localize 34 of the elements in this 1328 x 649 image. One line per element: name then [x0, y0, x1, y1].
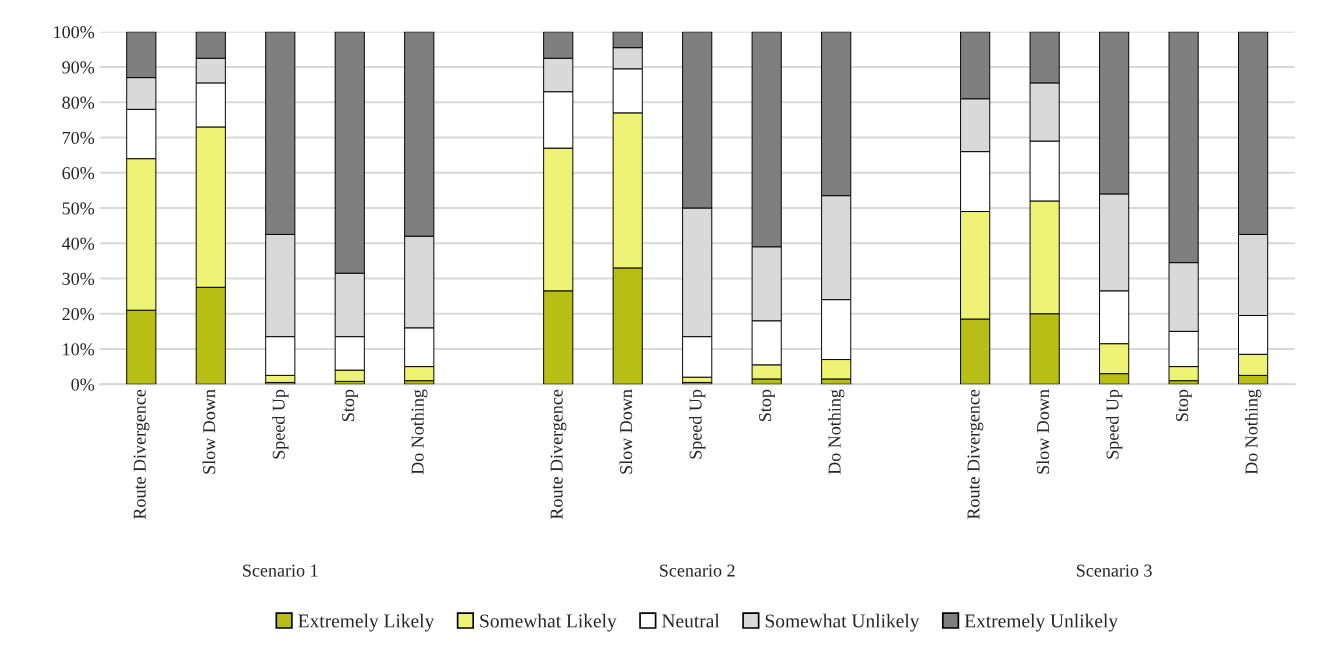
legend-label: Neutral	[662, 613, 720, 628]
legend-label: Somewhat Unlikely	[765, 613, 920, 632]
y-tick-label: 20%	[62, 307, 95, 321]
y-tick-label: 100%	[54, 26, 95, 39]
y-tick-label: 30%	[62, 272, 95, 285]
y-tick-label: 80%	[62, 96, 95, 109]
x-tick-label: Speed Up	[272, 389, 289, 459]
x-tick-label: Speed Up	[689, 389, 706, 459]
x-tick-label: Route Divergence	[967, 389, 984, 520]
x-tick-label: Slow Down	[202, 389, 216, 474]
text: Scenario 3	[1076, 564, 1152, 577]
text: Scenario 2	[660, 564, 735, 577]
text: Scenario 1	[243, 564, 318, 577]
y-tick-label: 70%	[62, 131, 95, 145]
legend-label: Somewhat Likely	[480, 613, 617, 632]
x-tick-label: Do Nothing	[411, 389, 428, 475]
y-tick-label: 60%	[62, 167, 95, 180]
x-tick-label: Speed Up	[1105, 389, 1123, 459]
y-tick-label: 0%	[71, 378, 95, 391]
x-tick-label: Stop	[1176, 389, 1192, 421]
y-tick-label: 90%	[62, 61, 95, 74]
legend-label: Extremely Unlikely	[964, 613, 1119, 632]
x-tick-label: Slow Down	[619, 389, 633, 474]
x-tick-label: Route Divergence	[550, 389, 567, 520]
x-tick-label: Do Nothing	[827, 389, 845, 475]
y-tick-label: 50%	[62, 202, 95, 215]
legend-label: Extremely Likely	[298, 613, 435, 632]
y-tick-label: 10%	[63, 343, 95, 356]
y-tick-label: 40%	[62, 237, 95, 250]
x-tick-label: Stop	[342, 389, 358, 421]
x-tick-label: Slow Down	[1036, 389, 1050, 474]
x-tick-label: Do Nothing	[1244, 389, 1262, 475]
x-tick-label: Route Divergence	[133, 389, 150, 520]
x-tick-label: Stop	[759, 389, 775, 421]
